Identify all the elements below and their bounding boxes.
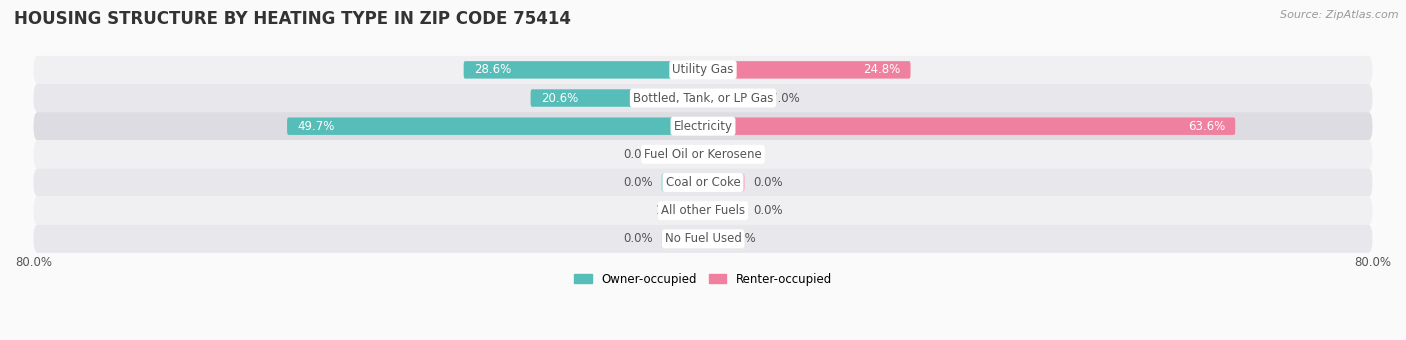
Text: All other Fuels: All other Fuels: [661, 204, 745, 217]
Text: 1.8%: 1.8%: [727, 232, 756, 245]
Text: 63.6%: 63.6%: [1188, 120, 1225, 133]
FancyBboxPatch shape: [703, 202, 745, 219]
FancyBboxPatch shape: [661, 146, 703, 163]
Text: Source: ZipAtlas.com: Source: ZipAtlas.com: [1281, 10, 1399, 20]
Text: 0.0%: 0.0%: [623, 148, 652, 161]
FancyBboxPatch shape: [661, 230, 703, 248]
FancyBboxPatch shape: [287, 117, 703, 135]
FancyBboxPatch shape: [703, 230, 718, 248]
Text: HOUSING STRUCTURE BY HEATING TYPE IN ZIP CODE 75414: HOUSING STRUCTURE BY HEATING TYPE IN ZIP…: [14, 10, 571, 28]
FancyBboxPatch shape: [34, 225, 1372, 253]
Text: 0.0%: 0.0%: [623, 232, 652, 245]
Text: 2.8%: 2.8%: [735, 148, 765, 161]
FancyBboxPatch shape: [464, 61, 703, 79]
Text: 0.0%: 0.0%: [623, 176, 652, 189]
Text: Electricity: Electricity: [673, 120, 733, 133]
FancyBboxPatch shape: [703, 89, 762, 107]
FancyBboxPatch shape: [703, 61, 911, 79]
Text: 0.0%: 0.0%: [754, 176, 783, 189]
FancyBboxPatch shape: [530, 89, 703, 107]
Text: 24.8%: 24.8%: [863, 63, 900, 76]
Text: 0.0%: 0.0%: [754, 204, 783, 217]
FancyBboxPatch shape: [34, 56, 1372, 84]
FancyBboxPatch shape: [703, 117, 1236, 135]
FancyBboxPatch shape: [34, 112, 1372, 140]
Legend: Owner-occupied, Renter-occupied: Owner-occupied, Renter-occupied: [569, 268, 837, 290]
FancyBboxPatch shape: [34, 197, 1372, 225]
FancyBboxPatch shape: [34, 168, 1372, 197]
Text: Coal or Coke: Coal or Coke: [665, 176, 741, 189]
Text: Fuel Oil or Kerosene: Fuel Oil or Kerosene: [644, 148, 762, 161]
FancyBboxPatch shape: [703, 146, 727, 163]
FancyBboxPatch shape: [34, 140, 1372, 168]
Text: Bottled, Tank, or LP Gas: Bottled, Tank, or LP Gas: [633, 91, 773, 104]
FancyBboxPatch shape: [34, 84, 1372, 112]
FancyBboxPatch shape: [703, 174, 745, 191]
Text: 7.0%: 7.0%: [770, 91, 800, 104]
Text: 49.7%: 49.7%: [297, 120, 335, 133]
FancyBboxPatch shape: [693, 202, 703, 219]
Text: 28.6%: 28.6%: [474, 63, 510, 76]
Text: 20.6%: 20.6%: [541, 91, 578, 104]
Text: Utility Gas: Utility Gas: [672, 63, 734, 76]
FancyBboxPatch shape: [661, 174, 703, 191]
Text: 1.1%: 1.1%: [655, 204, 686, 217]
Text: No Fuel Used: No Fuel Used: [665, 232, 741, 245]
